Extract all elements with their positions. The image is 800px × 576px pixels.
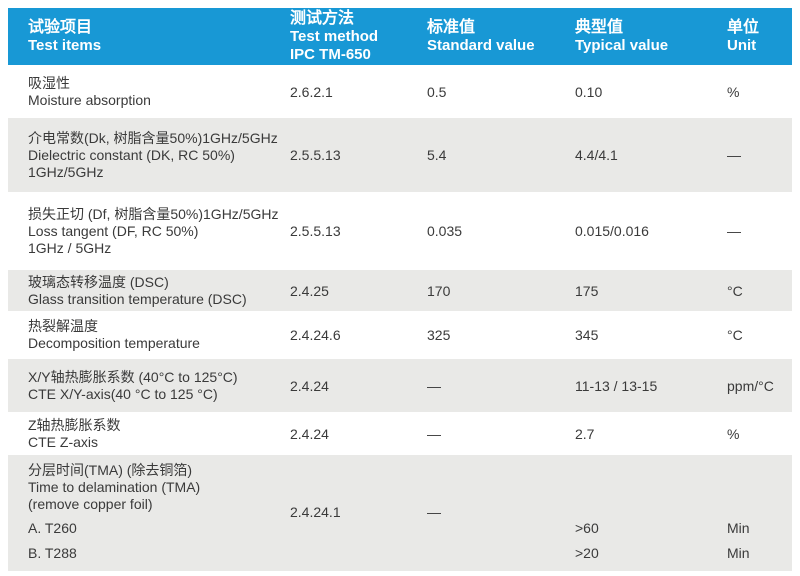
test-item-cell: 吸湿性 Moisture absorption	[28, 75, 290, 109]
header-test-method-en: Test method	[290, 28, 379, 45]
test-method-value: 2.4.24	[290, 425, 329, 442]
header-test-method-zh: 测试方法	[290, 10, 355, 27]
test-item-en2: (remove copper foil)	[28, 496, 153, 512]
test-item-cell: 介电常数(Dk, 树脂含量50%)1GHz/5GHz Dielectric co…	[28, 130, 290, 181]
test-item-en: Moisture absorption	[28, 91, 151, 108]
header-test-items-en: Test items	[28, 37, 102, 54]
unit-value: %	[727, 425, 740, 442]
test-item-zh: 介电常数(Dk, 树脂含量50%)1GHz/5GHz	[28, 129, 278, 146]
table-row: 损失正切 (Df, 树脂含量50%)1GHz/5GHz Loss tangent…	[8, 192, 792, 270]
test-method-value: 2.4.24.1	[290, 504, 341, 520]
test-item-zh: Z轴热膨胀系数	[28, 416, 121, 433]
typical-value: 0.10	[575, 83, 603, 100]
test-method-value: 2.6.2.1	[290, 83, 333, 100]
unit-value: ppm/°C	[727, 377, 774, 394]
header-standard-value-en: Standard value	[427, 37, 535, 54]
header-unit-en: Unit	[727, 37, 757, 54]
test-item-en: Dielectric constant (DK, RC 50%)	[28, 146, 235, 163]
typical-value: 0.015/0.016	[575, 223, 649, 239]
header-test-items-zh: 试验项目	[28, 19, 93, 36]
test-item-cell: X/Y轴热膨胀系数 (40°C to 125°C) CTE X/Y-axis(4…	[28, 369, 290, 403]
table-row: Z轴热膨胀系数 CTE Z-axis 2.4.24 — 2.7 %	[8, 412, 792, 455]
test-item-zh: 分层时间(TMA) (除去铜箔)	[28, 462, 193, 478]
typical-value-a: >60	[575, 520, 599, 536]
unit-value-a: Min	[727, 520, 750, 536]
test-item-zh: 吸湿性	[28, 74, 70, 91]
unit-value: °C	[727, 327, 743, 343]
header-typical-value: 典型值 Typical value	[575, 18, 727, 55]
test-item-en: Glass transition temperature (DSC)	[28, 290, 247, 307]
test-item-sub-a: A. T260	[28, 520, 77, 536]
standard-value: 5.4	[427, 147, 447, 163]
test-item-cell: Z轴热膨胀系数 CTE Z-axis	[28, 417, 290, 451]
spec-table: 试验项目 Test items 测试方法 Test method IPC TM-…	[8, 8, 792, 571]
table-row: X/Y轴热膨胀系数 (40°C to 125°C) CTE X/Y-axis(4…	[8, 359, 792, 412]
test-item-cell: 分层时间(TMA) (除去铜箔) Time to delamination (T…	[28, 462, 290, 562]
header-unit-zh: 单位	[727, 19, 760, 36]
test-method-value: 2.5.5.13	[290, 223, 341, 239]
table-row: 介电常数(Dk, 树脂含量50%)1GHz/5GHz Dielectric co…	[8, 118, 792, 192]
test-item-en: Loss tangent (DF, RC 50%)	[28, 222, 199, 239]
test-method-value: 2.4.24.6	[290, 327, 341, 343]
unit-value-cell: Min Min	[727, 462, 792, 562]
unit-value: %	[727, 83, 740, 100]
test-item-en2: 1GHz / 5GHz	[28, 239, 112, 256]
typical-value: 4.4/4.1	[575, 147, 618, 163]
table-row: 热裂解温度 Decomposition temperature 2.4.24.6…	[8, 311, 792, 359]
standard-value: —	[427, 377, 441, 394]
test-item-sub-b: B. T288	[28, 545, 77, 561]
unit-value: —	[727, 223, 741, 239]
typical-value-b: >20	[575, 545, 599, 561]
test-item-cell: 热裂解温度 Decomposition temperature	[28, 318, 290, 352]
table-row: 吸湿性 Moisture absorption 2.6.2.1 0.5 0.10…	[8, 65, 792, 118]
table-row: 玻璃态转移温度 (DSC) Glass transition temperatu…	[8, 270, 792, 311]
header-test-method-spec: IPC TM-650	[290, 46, 371, 63]
header-test-method: 测试方法 Test method IPC TM-650	[290, 9, 427, 64]
test-method-value: 2.4.25	[290, 282, 329, 299]
test-item-en: Time to delamination (TMA)	[28, 479, 201, 495]
standard-value: 170	[427, 282, 451, 299]
unit-value: °C	[727, 282, 743, 299]
typical-value-cell: >60 >20	[575, 462, 727, 562]
header-typical-value-en: Typical value	[575, 37, 669, 54]
standard-value: —	[427, 504, 441, 520]
header-typical-value-zh: 典型值	[575, 19, 624, 36]
test-item-en: CTE X/Y-axis(40 °C to 125 °C)	[28, 385, 218, 402]
test-item-zh: X/Y轴热膨胀系数 (40°C to 125°C)	[28, 368, 238, 385]
unit-value-b: Min	[727, 545, 750, 561]
spacer	[575, 462, 721, 520]
test-item-en: Decomposition temperature	[28, 335, 200, 351]
unit-value: —	[727, 147, 741, 163]
test-item-cell: 损失正切 (Df, 树脂含量50%)1GHz/5GHz Loss tangent…	[28, 206, 290, 257]
header-test-items: 试验项目 Test items	[28, 18, 290, 55]
standard-value: —	[427, 425, 441, 442]
spacer	[727, 462, 786, 520]
standard-value: 0.035	[427, 223, 463, 239]
test-method-value: 2.5.5.13	[290, 147, 341, 163]
header-standard-value: 标准值 Standard value	[427, 18, 575, 55]
header-standard-value-zh: 标准值	[427, 19, 476, 36]
typical-value: 2.7	[575, 425, 595, 442]
typical-value: 175	[575, 282, 599, 299]
test-item-zh: 玻璃态转移温度 (DSC)	[28, 273, 169, 290]
typical-value: 345	[575, 327, 599, 343]
test-item-en: CTE Z-axis	[28, 433, 98, 450]
table-row: 分层时间(TMA) (除去铜箔) Time to delamination (T…	[8, 455, 792, 571]
typical-value: 11-13 / 13-15	[575, 377, 658, 394]
table-header-row: 试验项目 Test items 测试方法 Test method IPC TM-…	[8, 8, 792, 65]
standard-value: 325	[427, 327, 451, 343]
standard-value: 0.5	[427, 83, 447, 100]
test-item-en2: 1GHz/5GHz	[28, 163, 104, 180]
test-item-zh: 热裂解温度	[28, 318, 98, 334]
test-item-cell: 玻璃态转移温度 (DSC) Glass transition temperatu…	[28, 274, 290, 308]
header-unit: 单位 Unit	[727, 18, 792, 55]
test-item-zh: 损失正切 (Df, 树脂含量50%)1GHz/5GHz	[28, 205, 279, 222]
test-method-value: 2.4.24	[290, 377, 329, 394]
